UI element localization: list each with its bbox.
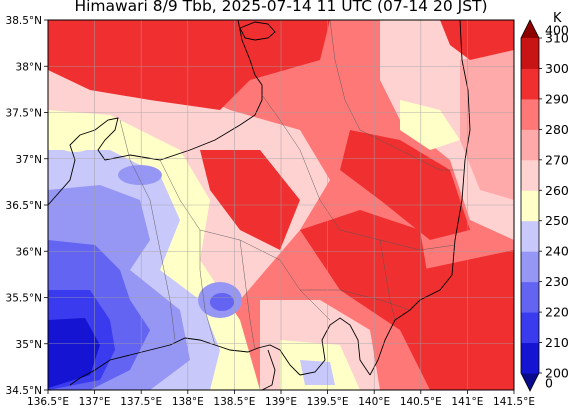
colorbar-segment	[521, 312, 539, 344]
colorbar-segment	[521, 220, 539, 252]
tbb-region-290-300	[48, 20, 330, 110]
border	[239, 239, 256, 351]
border	[261, 94, 456, 251]
tbb-cell	[118, 165, 162, 185]
coastline-japan-sea	[48, 20, 263, 206]
colorbar-tick-label: 220	[545, 305, 569, 320]
colorbar-segment	[521, 68, 539, 100]
lat-tick-label: 35.5°N	[6, 293, 42, 305]
tbb-region-270-280	[460, 50, 514, 200]
colorbar-tick-label: 210	[545, 335, 569, 350]
lon-tick-label: 139°E	[265, 396, 297, 408]
lon-tick-label: 137°E	[79, 396, 111, 408]
lon-tick-label: 140°E	[358, 396, 390, 408]
coastline-tokyo-bay	[299, 317, 371, 376]
colorbar-segment	[521, 129, 539, 161]
colorbar-unit: K	[553, 11, 562, 26]
colorbar-tick-label: 200	[545, 366, 569, 381]
colorbar-segment	[521, 190, 539, 222]
border	[379, 239, 396, 321]
gridlines	[48, 20, 514, 390]
colorbar-extend-min	[521, 373, 539, 391]
coastline-izu	[261, 349, 276, 390]
colorbar-tick-label: 270	[545, 152, 569, 167]
colorbar-segment	[521, 251, 539, 283]
lat-tick-label: 34.5°N	[6, 385, 42, 397]
tbb-region-290-300	[200, 150, 300, 250]
border	[199, 230, 216, 346]
colorbar-tick-label: 310	[545, 31, 569, 46]
lon-tick-label: 139.5°E	[307, 396, 349, 408]
colorbar-segment	[521, 98, 539, 130]
lon-tick-label: 141.5°E	[493, 396, 535, 408]
lat-tick-label: 37°N	[16, 154, 42, 166]
colorbar-tick-label: 280	[545, 122, 569, 137]
colorbar-segment	[521, 342, 539, 374]
tbb-region-290-300	[340, 130, 470, 240]
colorbar-segment	[521, 159, 539, 191]
colorbar-tick-label: 0	[545, 376, 553, 391]
coastline-east	[369, 20, 471, 376]
coastline-sado	[239, 21, 276, 41]
coastlines	[48, 20, 471, 390]
colorbar-tick-label: 250	[545, 213, 569, 228]
lon-tick-label: 136.5°E	[27, 396, 69, 408]
coastline-south	[69, 337, 301, 386]
tbb-region-240-250	[300, 360, 335, 385]
tbb-region-290-300	[440, 20, 514, 60]
lat-tick-label: 35°N	[16, 339, 42, 351]
colorbar-tick-label: 260	[545, 183, 569, 198]
colorbar-tick-label: 300	[545, 61, 569, 76]
tbb-cell	[210, 293, 234, 311]
lon-tick-label: 137.5°E	[120, 396, 162, 408]
lat-tick-label: 36.5°N	[6, 200, 42, 212]
lon-tick-label: 138°E	[172, 396, 204, 408]
border	[300, 289, 411, 311]
colorbar-extend-max	[521, 20, 539, 38]
prefecture-borders	[119, 20, 465, 351]
axis-ticks: 136.5°E 137°E 137.5°E 138°E 138.5°E 139°E 139.…	[6, 15, 535, 408]
lon-tick-label: 141°E	[451, 396, 483, 408]
border	[329, 20, 465, 171]
lon-tick-label: 140.5°E	[400, 396, 442, 408]
colorbar-segment	[521, 38, 539, 69]
figure-title: Himawari 8/9 Tbb, 2025-07-14 11 UTC (07-…	[74, 0, 488, 15]
lat-tick-label: 38°N	[16, 61, 42, 73]
lat-tick-label: 36°N	[16, 246, 42, 258]
lat-tick-label: 38.5°N	[6, 15, 42, 27]
colorbar-segment	[521, 281, 539, 313]
lat-tick-label: 37.5°N	[6, 108, 42, 120]
tbb-region-200-210	[48, 318, 100, 388]
colorbar-tick-label: 400	[545, 23, 569, 38]
tbb-field	[48, 20, 514, 390]
lon-tick-label: 138.5°E	[213, 396, 255, 408]
border	[119, 119, 176, 341]
colorbar-tick-label: 230	[545, 274, 569, 289]
colorbar-tick-label: 290	[545, 91, 569, 106]
colorbar-tick-label: 240	[545, 244, 569, 259]
